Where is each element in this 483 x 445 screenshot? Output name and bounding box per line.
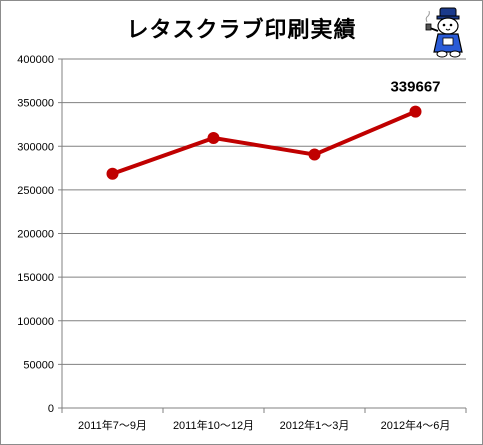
data-labels: 339667 — [390, 79, 440, 96]
x-tick-label: 2011年10～12月 — [173, 418, 254, 432]
gridlines — [62, 58, 466, 365]
x-tick-labels: 2011年7～9月 2011年10～12月 2012年1～3月 2012年4～6月 — [78, 418, 450, 432]
data-point — [308, 148, 321, 161]
y-tick-label: 300000 — [17, 141, 54, 153]
y-tick-label: 400000 — [17, 54, 54, 66]
axes — [58, 58, 467, 413]
y-tick-label: 250000 — [17, 185, 54, 197]
series-line — [106, 105, 422, 180]
series-line-path — [111, 109, 417, 176]
x-tick-label: 2011年7～9月 — [78, 418, 147, 432]
y-tick-label: 200000 — [17, 229, 54, 241]
y-tick-label: 150000 — [17, 272, 54, 284]
data-label: 339667 — [390, 79, 440, 96]
chart-title: レタスクラブ印刷実績 — [126, 18, 357, 43]
cat-mascot-icon — [425, 7, 463, 58]
x-tick-label: 2012年4～6月 — [381, 418, 451, 432]
y-tick-labels: 0 50000 100000 150000 200000 250000 300000 3500… — [17, 54, 54, 415]
data-point — [106, 167, 119, 180]
data-point — [207, 131, 220, 144]
y-tick-label: 50000 — [23, 359, 54, 371]
y-tick-label: 100000 — [17, 316, 54, 328]
y-tick-label: 350000 — [17, 98, 54, 110]
y-tick-label: 0 — [48, 403, 54, 415]
x-tick-label: 2012年1～3月 — [280, 418, 350, 432]
data-point — [409, 105, 422, 118]
